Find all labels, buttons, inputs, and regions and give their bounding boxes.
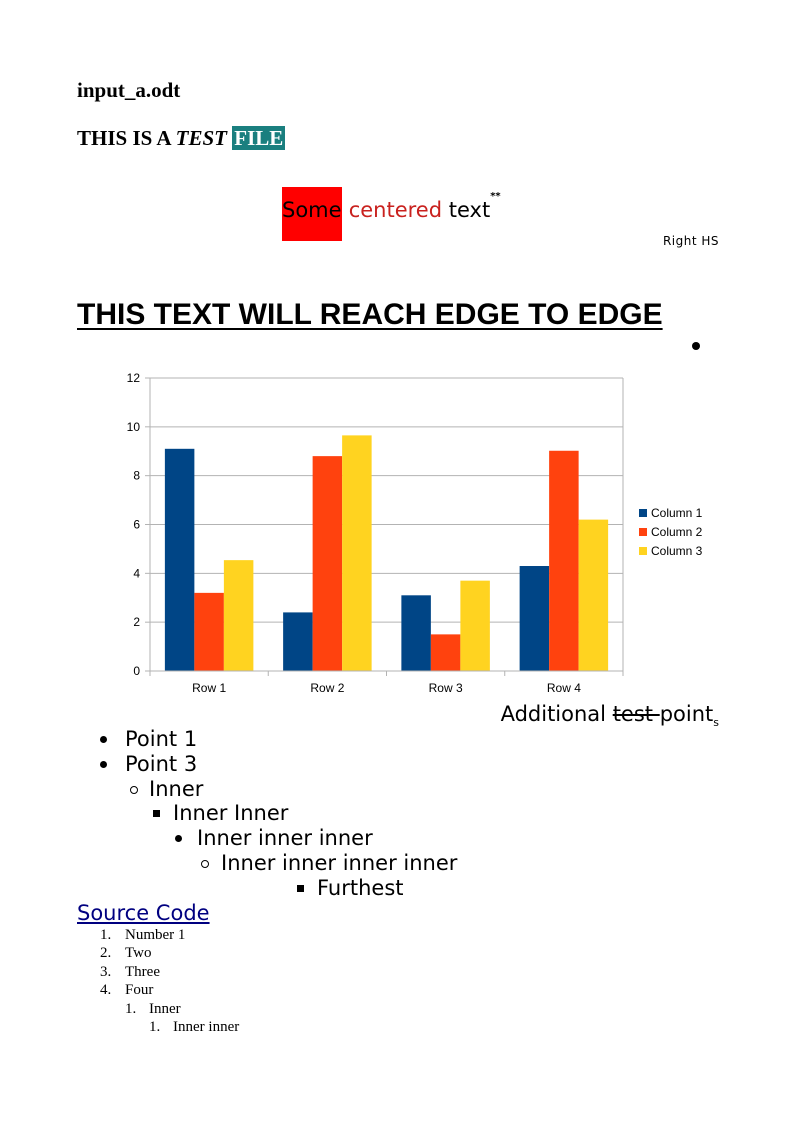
bar [283,612,313,671]
source-code-link[interactable]: Source Code [77,901,210,925]
additional-text: Additional test points [501,702,719,729]
y-tick-label: 2 [133,615,140,629]
chart-legend: Column 1 Column 2 Column 3 [639,506,703,558]
numbered-item: Three [125,963,160,980]
list-number: 1. [100,927,112,943]
strikethrough-word: test [612,702,660,726]
y-tick-label: 8 [133,469,140,483]
legend-swatch [639,528,647,536]
bar [312,456,343,671]
additional-word: Additional [500,702,613,726]
centered-text: Some centered text** [282,174,501,241]
bullet-marker [100,736,107,743]
bar [430,634,461,671]
bullet-marker [100,760,107,768]
y-tick-label: 0 [133,664,140,678]
bullet-item: Inner inner inner inner [221,851,458,875]
heading-test-word: TEST [175,126,227,150]
bar [164,448,195,671]
legend-swatch [639,547,647,555]
document-heading: THIS IS A TEST FILE [77,126,286,151]
legend-label: Column 1 [651,506,703,520]
y-tick-label: 12 [127,371,141,385]
bullet-item: Point 1 [125,727,198,751]
right-aligned-text: Right HS [662,234,719,248]
legend-label: Column 3 [651,544,703,558]
list-number: 4. [100,982,112,999]
bar [519,566,550,671]
list-number: 2. [100,945,112,962]
bar [549,450,579,671]
numbered-item: Inner [149,1000,181,1017]
y-tick-label: 10 [127,420,141,434]
bar [401,595,431,671]
numbered-item: Inner inner [173,1019,240,1035]
bullet-item: Inner [149,776,204,801]
legend-label: Column 2 [651,525,703,539]
bullet-marker [201,860,209,868]
chart-bars [164,435,609,671]
bar [578,519,609,671]
x-tick-label: Row 2 [310,681,344,695]
edge-to-edge-heading: THIS TEXT WILL REACH EDGE TO EDGE [77,298,663,331]
y-tick-label: 6 [133,518,140,532]
bullet-item: Furthest [317,875,404,900]
legend-swatch [639,509,647,517]
numbered-item: Four [125,982,154,999]
centered-text-word: text [448,198,491,222]
point-word: point [659,702,714,726]
bullet-marker [153,810,160,818]
centered-footnote-mark: ** [490,191,501,202]
centered-some: Some [282,187,342,241]
bar [342,435,372,671]
list-number: 3. [100,963,112,980]
x-tick-label: Row 3 [429,681,463,695]
bar [223,560,254,671]
bullet-item: Point 3 [125,751,198,776]
bar [460,580,490,671]
x-tick-label: Row 1 [192,681,226,695]
bullet-marker [297,884,304,892]
bullet-marker [130,785,138,794]
centered-word: centered [348,198,443,222]
chart-y-ticks: 0 2 4 6 8 10 12 [127,371,150,678]
numbered-item: Two [125,945,152,962]
subscript: s [713,716,719,730]
numbered-item: Number 1 [125,927,186,943]
list-number: 1. [125,1000,137,1017]
bullet-item: Inner inner inner [197,826,373,851]
bar [194,592,224,671]
chart-x-ticks: Row 1 Row 2 Row 3 Row 4 [149,671,624,695]
y-tick-label: 4 [133,566,140,580]
bullet-item: Inner Inner [173,801,289,826]
x-tick-label: Row 4 [547,681,581,695]
list-number: 1. [149,1019,161,1035]
heading-file-word: FILE [232,126,286,150]
bullet-marker [175,835,182,843]
edge-bullet-dot [692,342,700,350]
document-filename: input_a.odt [77,78,181,102]
heading-text: THIS IS A [77,126,176,150]
